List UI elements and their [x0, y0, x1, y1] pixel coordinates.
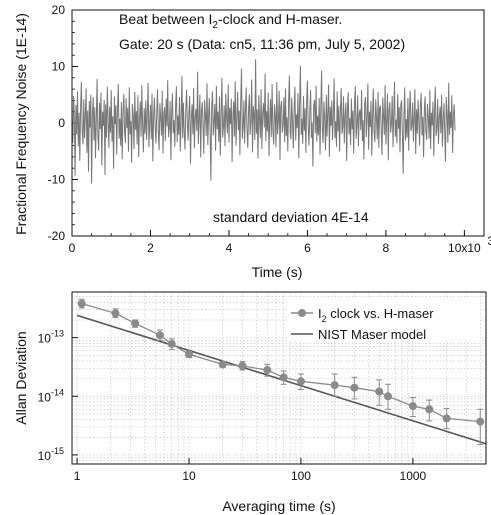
- data-point-0: [77, 299, 86, 308]
- data-point-2: [131, 319, 140, 328]
- data-point-14: [384, 392, 393, 401]
- top-x-tick-label-5: 10x10: [448, 241, 481, 255]
- legend-label-i2: I2 clock vs. H-maser: [318, 306, 434, 324]
- top-y-tick-label-3: 10: [52, 60, 66, 74]
- noise-trace: [71, 59, 456, 184]
- bottom-x-tick-label-1: 10: [182, 469, 196, 483]
- top-x-tick-exponent: 3: [487, 234, 491, 248]
- data-point-18: [476, 417, 485, 426]
- data-point-16: [425, 405, 434, 414]
- data-point-3: [155, 331, 164, 340]
- bottom-y-tick-label-1: 10-14: [38, 387, 64, 404]
- annotation-stddev: standard deviation 4E-14: [213, 209, 369, 225]
- bottom-chart: 10-13 10-14 10-15 1 10 100 1000 I2 clock vs. …: [13, 291, 487, 514]
- top-y-axis-label: Fractional Frequency Noise (1E-14): [13, 13, 29, 235]
- data-point-8: [263, 366, 272, 375]
- annotation-title: Beat between I2-clock and H-maser.: [119, 11, 342, 31]
- top-x-axis-label: Time (s): [252, 264, 303, 280]
- annotation-gate: Gate: 20 s (Data: cn5, 11:36 pm, July 5,…: [119, 36, 405, 52]
- bottom-x-axis: 1 10 100 1000: [74, 458, 427, 483]
- data-point-15: [408, 402, 417, 411]
- bottom-y-axis: 10-13 10-14 10-15: [38, 329, 78, 463]
- legend: I2 clock vs. H-maser NIST Maser model: [287, 299, 480, 342]
- top-x-tick-label-3: 6: [304, 241, 311, 255]
- top-x-tick-label-2: 4: [226, 241, 233, 255]
- data-point-10: [296, 377, 305, 386]
- legend-marker-i2: [298, 309, 306, 317]
- bottom-y-tick-label-2: 10-15: [38, 446, 64, 463]
- top-y-tick-label-0: -20: [48, 229, 66, 243]
- data-point-13: [375, 387, 384, 396]
- bottom-x-tick-label-0: 1: [74, 469, 81, 483]
- bottom-plot-frame: [71, 291, 487, 465]
- top-y-tick-label-2: 0: [58, 116, 65, 130]
- bottom-x-tick-label-3: 1000: [400, 469, 427, 483]
- data-point-1: [111, 309, 120, 318]
- data-point-7: [238, 361, 247, 370]
- top-plot-frame: [71, 9, 485, 237]
- top-x-tick-label-4: 8: [383, 241, 390, 255]
- top-y-tick-label-4: 20: [52, 3, 66, 17]
- data-point-6: [218, 360, 227, 369]
- bottom-y-axis-label: Allan Deviation: [13, 331, 29, 424]
- top-y-tick-label-1: -10: [48, 173, 66, 187]
- bottom-x-tick-label-2: 100: [291, 469, 311, 483]
- legend-box: [287, 299, 480, 341]
- data-point-9: [279, 373, 288, 382]
- data-point-12: [350, 383, 359, 392]
- data-point-11: [330, 381, 339, 390]
- allan-points: [77, 298, 485, 446]
- top-x-axis: 0 2 4 6 8 10x10 3: [69, 230, 491, 255]
- top-x-tick-label-1: 2: [147, 241, 154, 255]
- data-point-17: [442, 414, 451, 423]
- bottom-y-tick-label-0: 10-13: [38, 329, 64, 346]
- top-x-tick-label-0: 0: [69, 241, 76, 255]
- bottom-x-axis-label: Averaging time (s): [222, 498, 335, 514]
- data-point-4: [167, 339, 176, 348]
- legend-label-model: NIST Maser model: [318, 327, 426, 342]
- data-point-5: [185, 350, 194, 359]
- top-chart: -20 -10 0 10 20 0 2 4 6 8 10x10 3 Beat between I2-…: [13, 3, 491, 280]
